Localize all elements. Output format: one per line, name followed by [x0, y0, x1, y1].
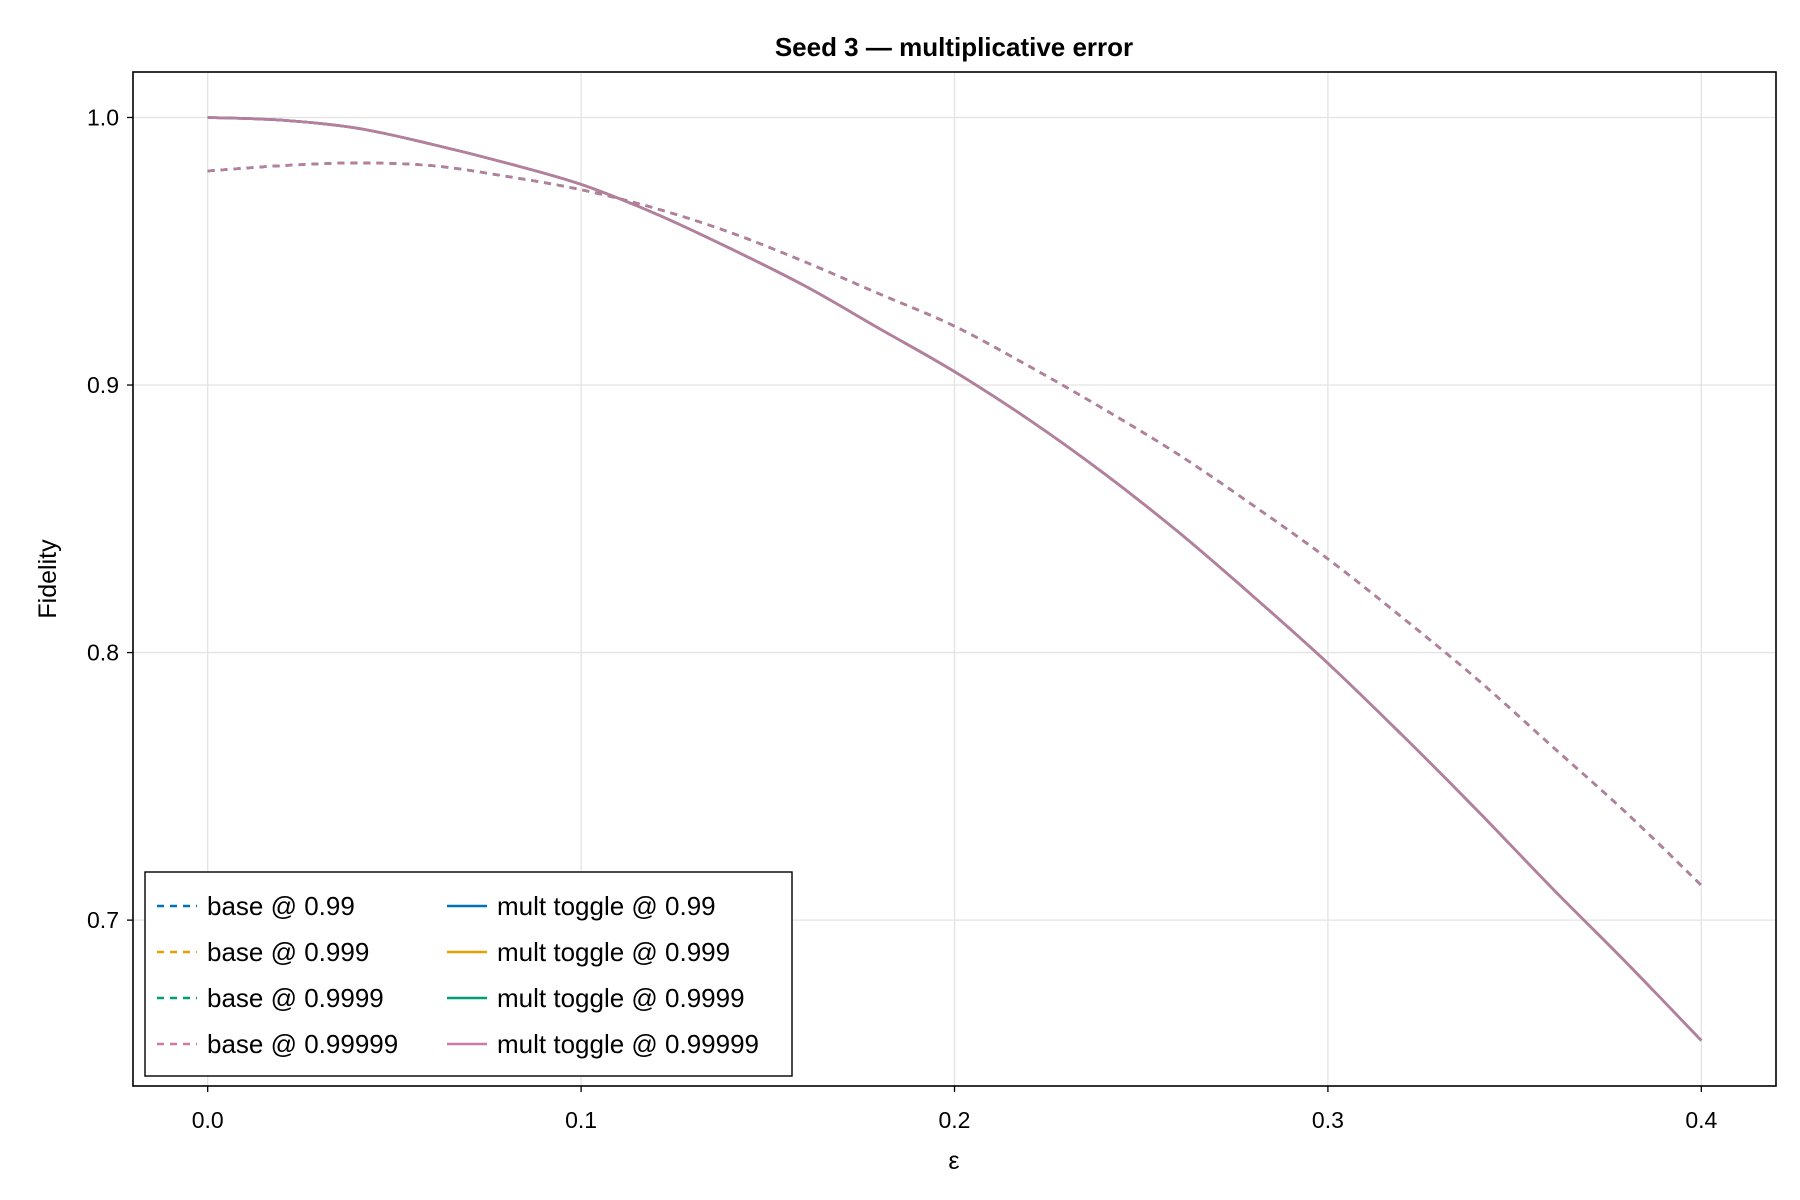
x-tick-label: 0.0 [192, 1107, 224, 1133]
y-tick-label: 1.0 [87, 104, 119, 130]
y-axis-title: Fidelity [34, 539, 62, 619]
y-axis: 0.7 0.8 0.9 1.0 [87, 104, 133, 933]
x-axis: 0.0 0.1 0.2 0.3 0.4 [192, 1086, 1718, 1133]
legend-label: base @ 0.9999 [207, 983, 384, 1013]
legend: base @ 0.99 base @ 0.999 base @ 0.9999 base… [144, 871, 793, 1077]
legend-label: base @ 0.99999 [207, 1029, 398, 1059]
x-tick-label: 0.3 [1312, 1107, 1344, 1133]
x-tick-label: 0.4 [1685, 1107, 1717, 1133]
legend-label: mult toggle @ 0.99999 [497, 1029, 759, 1059]
x-tick-label: 0.2 [939, 1107, 971, 1133]
plot-series [207, 116, 1703, 1042]
legend-label: mult toggle @ 0.999 [497, 937, 730, 967]
y-tick-label: 0.7 [87, 907, 119, 933]
legend-label: base @ 0.99 [207, 891, 355, 921]
legend-label: mult toggle @ 0.9999 [497, 983, 745, 1013]
series-line-mult-toggle-0-99999 [207, 116, 1703, 1042]
x-axis-title: ε [948, 1147, 959, 1175]
y-tick-label: 0.8 [87, 640, 119, 666]
chart-title: Seed 3 — multiplicative error [775, 32, 1133, 62]
legend-label: mult toggle @ 0.99 [497, 891, 716, 921]
y-tick-label: 0.9 [87, 372, 119, 398]
x-tick-label: 0.1 [565, 1107, 597, 1133]
series-line-base-0-99999 [207, 161, 1703, 887]
grid [133, 72, 1776, 1086]
legend-label: base @ 0.999 [207, 937, 369, 967]
